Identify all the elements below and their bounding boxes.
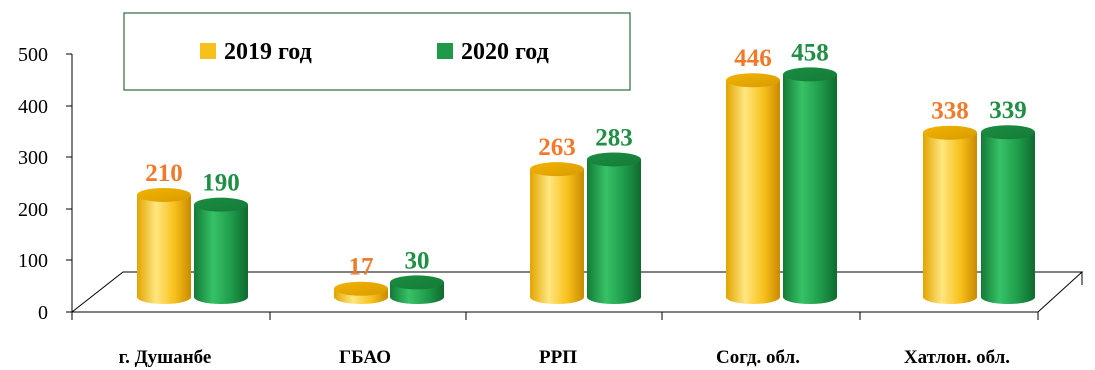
value-label: 190 <box>202 170 240 197</box>
legend-label-2019: 2019 год <box>224 39 312 65</box>
value-label: 338 <box>931 98 969 125</box>
value-label: 210 <box>145 160 183 187</box>
bar-cap <box>137 187 191 202</box>
value-label: 283 <box>595 124 633 151</box>
value-label: 17 <box>349 254 374 281</box>
bar-cap <box>981 125 1035 140</box>
bar-body <box>530 169 584 304</box>
legend-box <box>123 12 631 91</box>
bar-body <box>137 194 191 304</box>
y-tick-label: 300 <box>18 147 48 169</box>
bar-1-1 <box>390 275 444 304</box>
y-tick-label: 400 <box>18 96 48 118</box>
bar-1-2 <box>587 152 641 304</box>
bar-0-1 <box>334 281 388 304</box>
value-label: 263 <box>538 134 576 161</box>
value-label: 339 <box>989 97 1027 124</box>
bar-body <box>923 132 977 304</box>
y-tick-label: 200 <box>18 199 48 221</box>
bar-body <box>726 80 780 304</box>
category-label-khatlon: Хатлон. обл. <box>904 347 1010 368</box>
legend: 2019 год 2020 год <box>123 12 631 91</box>
bar-cap <box>194 197 248 212</box>
y-tick-label: 100 <box>18 250 48 272</box>
bar-0-2 <box>530 162 584 304</box>
category-label-rrp: РРП <box>539 347 577 368</box>
bars <box>137 67 1035 304</box>
legend-swatch-2019 <box>200 43 216 59</box>
bar-0-3 <box>726 73 780 304</box>
bar-cap <box>783 67 837 82</box>
category-labels: г. Душанбе ГБАО РРП Согд. обл. Хатлон. о… <box>119 347 1010 368</box>
bar-1-4 <box>981 125 1035 304</box>
bar-body <box>783 74 837 304</box>
bar-1-3 <box>783 67 837 304</box>
value-label: 446 <box>734 45 772 72</box>
legend-swatch-2020 <box>437 43 453 59</box>
value-label: 30 <box>405 247 430 274</box>
bar-0-0 <box>137 187 191 304</box>
y-ticks: 0 100 200 300 400 500 <box>18 44 72 324</box>
bar-cap <box>390 275 444 290</box>
bar-body <box>194 204 248 304</box>
bar-cap <box>334 281 388 296</box>
axes: 0 100 200 300 400 500 <box>18 44 1084 324</box>
category-label-dushanbe: г. Душанбе <box>119 347 212 368</box>
bar-cap <box>726 73 780 88</box>
x-ticks <box>71 312 1039 320</box>
value-label: 458 <box>791 39 829 66</box>
y-tick-label: 0 <box>38 302 48 324</box>
y-tick-label: 500 <box>18 44 48 66</box>
bar-1-0 <box>194 197 248 304</box>
bar-body <box>981 132 1035 304</box>
value-labels: 210 17 263 446 338 190 30 283 458 339 <box>145 39 1027 280</box>
bar-body <box>587 159 641 304</box>
bar-cap <box>530 162 584 177</box>
legend-label-2020: 2020 год <box>461 39 549 65</box>
category-label-gbao: ГБАО <box>339 347 391 368</box>
bar-cap <box>587 152 641 167</box>
bar-0-4 <box>923 125 977 304</box>
category-label-sogd: Согд. обл. <box>716 347 800 368</box>
bar-cap <box>923 125 977 140</box>
